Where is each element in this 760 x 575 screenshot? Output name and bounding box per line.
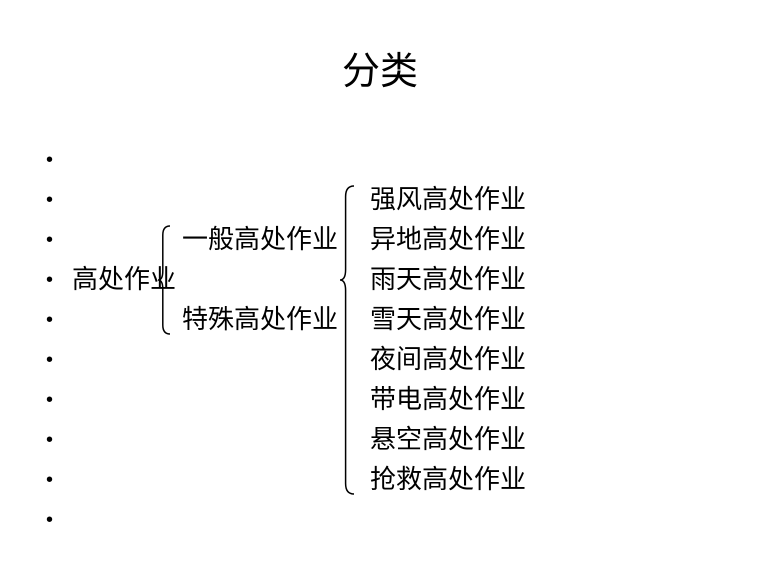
bullet: • — [46, 500, 53, 540]
bullet: • — [46, 180, 53, 220]
bullet: • — [46, 140, 53, 180]
level3-item: 异地高处作业 — [370, 220, 526, 260]
level3-item: 带电高处作业 — [370, 380, 526, 420]
bullet: • — [46, 460, 53, 500]
level2-b: 特殊高处作业 — [182, 300, 338, 340]
level3-item: 强风高处作业 — [370, 180, 526, 220]
bullet: • — [46, 420, 53, 460]
bullet: • — [46, 380, 53, 420]
bullet: • — [46, 220, 53, 260]
bullet: • — [46, 300, 53, 340]
level3-item: 雪天高处作业 — [370, 300, 526, 340]
level3-item: 夜间高处作业 — [370, 340, 526, 380]
brace — [158, 226, 170, 334]
bullet: • — [46, 340, 53, 380]
bullet: • — [46, 260, 53, 300]
bullet-column: •••••••••• — [46, 140, 53, 540]
level3-item: 悬空高处作业 — [370, 420, 526, 460]
brace — [340, 186, 354, 494]
level3-item: 雨天高处作业 — [370, 260, 526, 300]
page-title: 分类 — [0, 40, 760, 95]
level2-a: 一般高处作业 — [182, 220, 338, 260]
level3-item: 抢救高处作业 — [370, 460, 526, 500]
